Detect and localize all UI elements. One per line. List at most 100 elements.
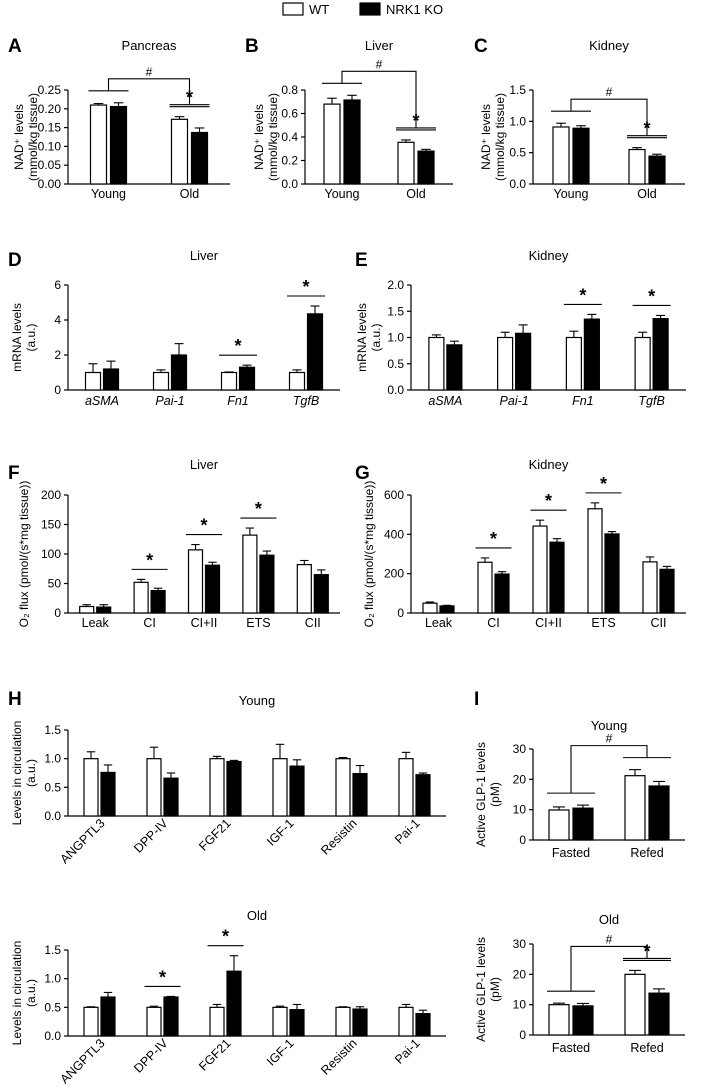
significance-star: *: [490, 529, 497, 549]
bar-wt-angptl3: [83, 1006, 99, 1037]
bar-wt-fn1: [220, 371, 238, 391]
x-category-label: DPP-IV: [131, 1036, 171, 1076]
bracket-label: #: [606, 85, 613, 99]
x-category-label: Young: [91, 187, 126, 201]
x-category-label: Fn1: [572, 394, 594, 408]
panel-label-a: A: [8, 36, 22, 57]
y-tick-label: 1.0: [509, 114, 526, 128]
bar-ko-ci-ii: [549, 541, 565, 614]
chart-title: Kidney: [529, 248, 569, 263]
x-category-label: Resistin: [318, 1036, 359, 1077]
significance-star: *: [159, 967, 166, 987]
bar-ko-fgf21: [226, 970, 242, 1037]
bar-ko-fgf21: [226, 760, 242, 817]
legend-swatch-ko: [359, 2, 381, 16]
bar-ko-pai-1: [170, 354, 188, 391]
bar-ko-resistin: [352, 1008, 368, 1037]
significance-star: *: [545, 491, 552, 511]
y-tick-label: 0.6: [281, 107, 298, 121]
x-category-label: Leak: [425, 616, 453, 630]
bar-ko-asma: [446, 344, 463, 391]
comparison-bracket: [570, 98, 648, 136]
chart-h-old: Old 0.0 0.5 1.0 1.5 Levels in circulation (a.u…: [10, 908, 446, 1086]
y-tick-label: 0.10: [38, 139, 62, 153]
bar-ko-leak: [96, 606, 112, 614]
chart-c-kidney: Kidney 0.0 0.5 1.0 1.5 NAD⁺ levels (mmol/kg ti…: [479, 38, 685, 201]
y-tick-label: 0.5: [387, 357, 404, 371]
bar-ko-tgfb: [652, 318, 669, 391]
x-category-label: ANGPTL3: [57, 1036, 107, 1086]
y-axis-label: Active GLP-1 levels: [474, 937, 488, 1042]
bar-ko-young: [572, 127, 590, 185]
bar-ko-resistin: [352, 772, 368, 817]
x-category-label: CI: [487, 616, 500, 630]
y-tick-label: 20: [513, 967, 527, 981]
significance-star: *: [412, 111, 419, 131]
x-category-label: ETS: [591, 616, 615, 630]
significance-star: *: [302, 277, 309, 297]
bracket-label: #: [606, 932, 613, 946]
comparison-bracket: [341, 70, 417, 128]
significance-star: *: [579, 285, 586, 305]
y-tick-label: 0.5: [44, 1000, 61, 1014]
bracket-label: #: [376, 57, 383, 71]
y-tick-label: 1.5: [44, 723, 61, 737]
panel-label-c: C: [474, 36, 488, 57]
y-tick-label: 0.15: [38, 121, 62, 135]
y-tick-label: 0.2: [281, 154, 298, 168]
y-tick-label: 150: [41, 518, 61, 532]
y-tick-label: 200: [384, 567, 404, 581]
significance-star: *: [600, 474, 607, 494]
legend: WT NRK1 KO: [282, 2, 443, 17]
x-category-label: IGF-1: [264, 816, 297, 849]
bar-ko-fasted: [572, 807, 594, 841]
chart-title: Young: [239, 693, 275, 708]
y-tick-label: 2: [54, 348, 61, 362]
x-category-label: Refed: [630, 1041, 663, 1055]
panel-label-e: E: [355, 250, 368, 271]
bar-ko-ci: [494, 573, 510, 614]
x-category-label: Pai-1: [392, 1036, 423, 1067]
x-category-label: Old: [180, 187, 200, 201]
chart-e-kidney: Kidney 0.0 0.5 1.0 1.5 2.0 mRNA levels (a.u.) aS…: [355, 248, 686, 408]
bar-wt-ets: [242, 534, 258, 614]
x-category-label: Pai-1: [392, 816, 423, 847]
x-category-label: Leak: [82, 616, 110, 630]
chart-g-kidney: Kidney 0 200 400 600 O₂ flux (pmol/(s*mg tiss…: [362, 457, 686, 630]
chart-title: Liver: [190, 457, 219, 472]
y-tick-label: 10: [513, 803, 527, 817]
y-tick-label: 0.25: [38, 83, 62, 97]
y-tick-label: 0.0: [281, 177, 298, 191]
bar-ko-cii: [313, 574, 329, 614]
bar-wt-dpp-iv: [146, 758, 162, 817]
y-tick-label: 600: [384, 488, 404, 502]
y-tick-label: 0: [54, 606, 61, 620]
panel-label-g: G: [355, 463, 370, 484]
bar-ko-fasted: [572, 1005, 594, 1036]
y-tick-label: 0.05: [38, 158, 62, 172]
bar-wt-leak: [79, 605, 95, 614]
chart-title: Pancreas: [122, 38, 177, 53]
y-axis-label: O₂ flux (pmol/(s*mg tissue)): [17, 481, 31, 628]
bar-wt-resistin: [335, 1006, 351, 1037]
bar-ko-old: [648, 155, 666, 185]
x-category-label: Young: [325, 187, 360, 201]
y-axis-label: (pM): [488, 782, 502, 807]
x-category-label: CII: [651, 616, 667, 630]
x-category-label: Fn1: [227, 394, 249, 408]
comparison-bracket: [570, 945, 648, 992]
bar-ko-refed: [648, 992, 670, 1036]
significance-star: *: [200, 516, 207, 536]
bar-wt-ets: [587, 508, 603, 614]
y-tick-label: 1.0: [387, 331, 404, 345]
x-category-label: Old: [406, 187, 426, 201]
bar-ko-angptl3: [100, 771, 116, 817]
y-tick-label: 1.5: [387, 304, 404, 318]
bar-wt-young: [552, 126, 570, 185]
y-tick-label: 4: [54, 313, 61, 327]
y-axis-label: NAD⁺ levels: [252, 104, 266, 170]
y-tick-label: 1.0: [44, 752, 61, 766]
bar-wt-refed: [624, 775, 646, 841]
y-tick-label: 1.5: [44, 943, 61, 957]
bar-ko-ci-ii: [204, 564, 221, 614]
